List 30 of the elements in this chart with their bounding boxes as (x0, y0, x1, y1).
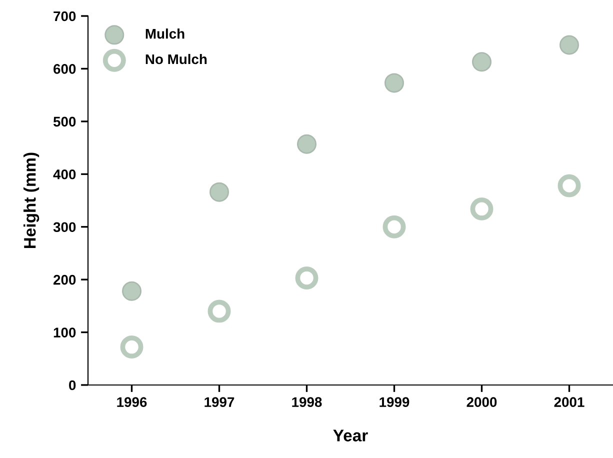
x-axis-title: Year (333, 430, 368, 442)
x-tick-label: 1996 (117, 397, 147, 408)
x-tick-label: 1997 (204, 397, 234, 408)
point (210, 182, 229, 202)
legend-label: No Mulch (146, 54, 207, 64)
point (382, 215, 406, 238)
point (560, 35, 579, 55)
x-tick-label: 2000 (466, 397, 497, 408)
point (122, 281, 142, 301)
y-axis-title: Height (mm) (24, 152, 40, 248)
y-tick-label: 500 (53, 116, 76, 127)
point (208, 300, 231, 323)
point (558, 174, 581, 198)
legend-label: Mulch (146, 28, 184, 39)
x-tick-label: 1999 (380, 397, 410, 408)
y-tick-label: 700 (54, 11, 76, 22)
y-tick-label: 0 (69, 380, 76, 390)
y-tick-label: 100 (54, 328, 76, 338)
x-tick-label: 2001 (554, 397, 584, 408)
point (472, 52, 492, 72)
y-tick-label: 200 (54, 274, 76, 285)
y-tick-label: 300 (53, 222, 76, 232)
point (297, 134, 316, 154)
point (295, 266, 318, 290)
point (470, 197, 494, 220)
x-tick-label: 1998 (292, 397, 322, 408)
point (120, 336, 144, 359)
y-tick-label: 600 (54, 64, 76, 74)
point (384, 73, 404, 93)
y-tick-label: 400 (53, 169, 76, 180)
